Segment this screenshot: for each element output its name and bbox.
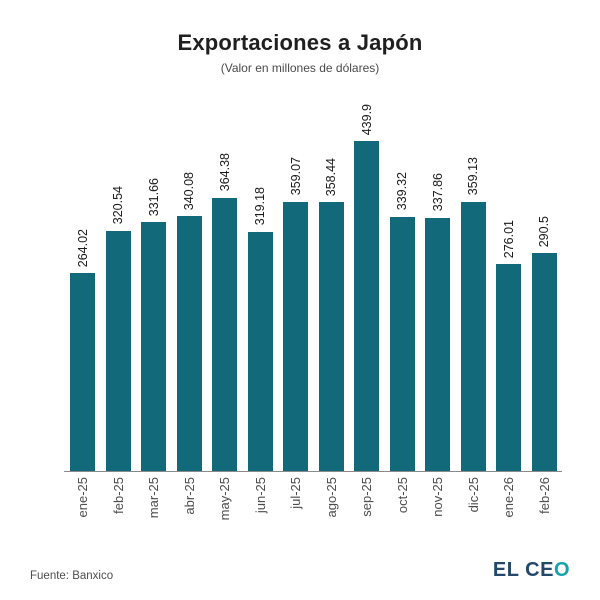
bar-column: 340.08 <box>172 172 208 471</box>
chart-header: Exportaciones a Japón (Valor en millones… <box>0 0 600 75</box>
bar-value-label: 276.01 <box>501 219 516 258</box>
bar-value-label: 439.9 <box>359 103 374 135</box>
bar[interactable] <box>212 197 238 471</box>
bar-value-label: 331.66 <box>146 177 161 217</box>
bar-column: 439.9 <box>349 104 385 471</box>
x-tick-column: jul-25 <box>278 472 314 509</box>
bar-column: 339.32 <box>385 172 421 471</box>
bar[interactable] <box>176 215 202 471</box>
x-tick-label: ago-25 <box>323 477 339 518</box>
bar-value-label: 319.18 <box>253 187 267 226</box>
logo-text-accent: O <box>553 559 570 581</box>
x-tick-column: ene-26 <box>491 472 527 517</box>
bar[interactable] <box>531 253 557 471</box>
x-tick-label: ene-26 <box>501 477 517 518</box>
bar[interactable] <box>283 201 309 471</box>
x-tick-label: dic-25 <box>465 477 481 513</box>
chart-footer: Fuente: Banxico EL CEO <box>0 559 600 582</box>
bar-chart: 264.02 320.54 331.66 340.08 364.38 319.18 359.… <box>64 94 562 520</box>
x-tick-label: sep-25 <box>359 477 375 517</box>
bar-value-label: 340.08 <box>182 171 196 210</box>
bar-column: 331.66 <box>136 178 172 471</box>
x-tick-column: ene-25 <box>65 472 101 517</box>
bar-column: 290.5 <box>527 216 563 471</box>
bar[interactable] <box>496 263 522 471</box>
x-tick-column: jun-25 <box>243 472 279 513</box>
x-tick-label: feb-25 <box>110 477 126 514</box>
bar-value-label: 359.13 <box>466 157 480 196</box>
x-tick-label: jul-25 <box>288 477 304 509</box>
x-tick-label: feb-26 <box>536 477 552 514</box>
x-tick-label: mar-25 <box>146 477 162 519</box>
bar[interactable] <box>70 272 96 471</box>
x-tick-label: abr-25 <box>181 477 197 515</box>
bar-column: 364.38 <box>207 153 243 471</box>
bar[interactable] <box>141 222 167 471</box>
bar[interactable] <box>105 230 131 471</box>
bar-value-label: 358.44 <box>324 157 338 197</box>
bar-value-label: 339.32 <box>395 172 409 211</box>
x-tick-column: oct-25 <box>385 472 421 513</box>
x-tick-column: feb-26 <box>527 472 563 514</box>
el-ceo-logo: EL CEO <box>493 559 570 582</box>
bar-value-label: 290.5 <box>537 215 551 248</box>
bar-value-label: 337.86 <box>430 173 445 212</box>
bar-column: 358.44 <box>314 158 350 471</box>
bar-column: 264.02 <box>65 229 101 471</box>
x-tick-column: may-25 <box>207 472 243 520</box>
bar[interactable] <box>460 201 486 471</box>
x-tick-label: nov-25 <box>430 477 446 517</box>
x-tick-label: may-25 <box>217 477 233 521</box>
bar[interactable] <box>318 202 344 471</box>
bar-column: 337.86 <box>420 173 456 471</box>
bar[interactable] <box>425 217 451 471</box>
x-axis-tick-row: ene-25 feb-25 mar-25 abr-25 may-25 jun-25 jul-… <box>64 472 562 520</box>
source-label: Fuente: Banxico <box>30 570 114 582</box>
bar-column: 359.07 <box>278 157 314 471</box>
bar-column: 320.54 <box>101 186 137 471</box>
x-tick-column: sep-25 <box>349 472 385 517</box>
bar[interactable] <box>354 141 380 471</box>
chart-subtitle: (Valor en millones de dólares) <box>220 61 380 75</box>
bar-value-label: 364.38 <box>217 153 232 192</box>
bar-value-label: 359.07 <box>288 157 303 196</box>
x-tick-column: nov-25 <box>420 472 456 517</box>
logo-text-main: EL CE <box>492 559 554 581</box>
x-tick-column: mar-25 <box>136 472 172 518</box>
bar-column: 359.13 <box>456 157 492 471</box>
x-tick-label: jun-25 <box>252 477 268 514</box>
bar[interactable] <box>389 216 415 471</box>
bar[interactable] <box>247 231 273 471</box>
x-tick-column: abr-25 <box>172 472 208 515</box>
bar-value-label: 264.02 <box>75 228 90 267</box>
bar-value-label: 320.54 <box>111 186 125 225</box>
chart-title: Exportaciones a Japón <box>177 30 423 55</box>
bar-column: 276.01 <box>491 220 527 471</box>
x-tick-label: ene-25 <box>75 477 91 518</box>
x-tick-column: ago-25 <box>314 472 350 517</box>
plot-area: 264.02 320.54 331.66 340.08 364.38 319.18 359.… <box>64 94 562 472</box>
x-tick-column: feb-25 <box>101 472 137 514</box>
x-tick-label: oct-25 <box>394 477 410 514</box>
x-tick-column: dic-25 <box>456 472 492 512</box>
bar-column: 319.18 <box>243 187 279 471</box>
